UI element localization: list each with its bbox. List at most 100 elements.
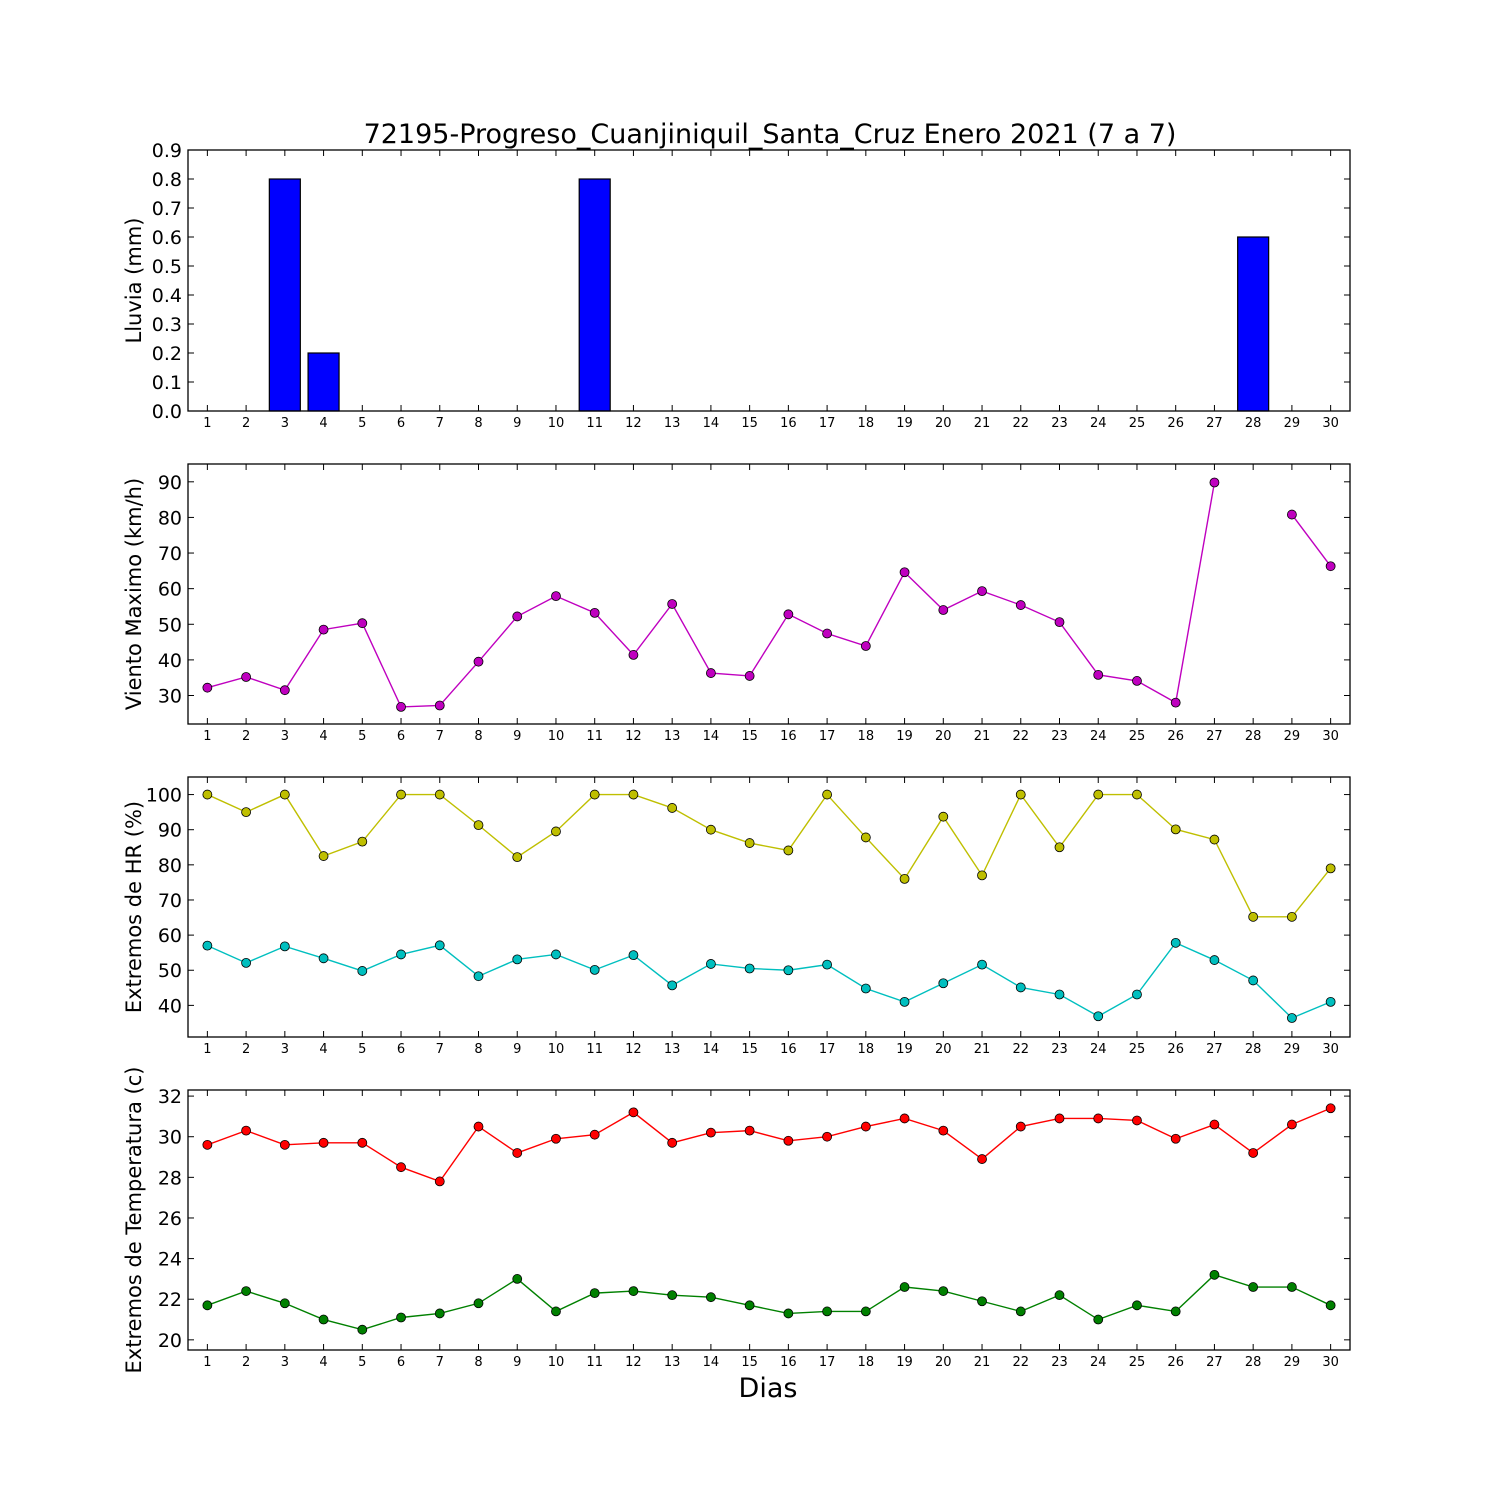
data-point: [899, 873, 910, 884]
x-tick-label: 23: [1051, 729, 1068, 744]
x-tick-label: 5: [358, 1042, 366, 1057]
data-point: [977, 959, 987, 970]
y-tick-label: 90: [158, 472, 182, 494]
data-point: [1132, 676, 1142, 686]
data-point: [473, 971, 484, 982]
x-tick-label: 20: [935, 1355, 952, 1370]
y-tick-label: 0.9: [152, 140, 182, 162]
y-tick-label: 70: [158, 543, 182, 565]
data-point: [899, 567, 910, 578]
y-tick-label: 30: [158, 686, 182, 708]
plot-frame: [187, 1089, 1351, 1351]
x-tick-label: 13: [664, 1355, 681, 1370]
x-tick-label: 8: [474, 1042, 482, 1057]
y-tick-label: 40: [158, 650, 182, 672]
data-point: [1054, 989, 1065, 1000]
x-tick-label: 7: [436, 416, 444, 431]
data-point: [977, 1296, 987, 1307]
x-tick-label: 27: [1206, 1042, 1223, 1057]
x-tick-label: 29: [1284, 1042, 1301, 1057]
x-tick-label: 18: [858, 1355, 875, 1370]
data-point: [512, 1148, 523, 1158]
data-point: [1209, 1119, 1220, 1130]
data-point: [202, 682, 213, 693]
series-line: [207, 793, 1332, 918]
x-tick-label: 5: [358, 416, 366, 431]
plot-frame: [187, 149, 1351, 412]
x-tick-label: 26: [1167, 1042, 1184, 1057]
x-tick-label: 20: [935, 1042, 952, 1057]
x-tick-label: 27: [1206, 729, 1223, 744]
x-tick-label: 30: [1322, 1355, 1339, 1370]
data-point: [744, 838, 755, 848]
data-point: [396, 702, 406, 712]
data-point: [977, 586, 987, 597]
x-tick-label: 4: [319, 1355, 327, 1370]
rain-bar: [268, 178, 301, 412]
series-line: [207, 1107, 1331, 1183]
data-point: [434, 700, 445, 711]
x-tick-label: 19: [896, 1355, 913, 1370]
x-tick-label: 21: [974, 416, 991, 431]
x-tick-label: 21: [974, 1042, 991, 1057]
data-point: [1015, 600, 1026, 610]
data-point: [1325, 996, 1336, 1007]
y-axis-label: Lluvia (mm): [122, 218, 146, 344]
x-tick-label: 11: [586, 729, 603, 744]
data-point: [977, 1154, 987, 1164]
data-point: [822, 628, 832, 639]
data-point: [1287, 509, 1297, 520]
data-point: [1093, 669, 1104, 680]
data-point: [706, 1292, 716, 1303]
x-tick-label: 6: [397, 1355, 405, 1370]
x-tick-label: 6: [397, 729, 405, 744]
x-tick-label: 21: [974, 729, 991, 744]
data-point: [241, 1125, 252, 1136]
data-point: [473, 1298, 484, 1309]
x-tick-label: 27: [1206, 1355, 1223, 1370]
y-axis-label: Extremos de Temperatura (c): [122, 1067, 146, 1374]
data-point: [279, 789, 290, 800]
data-point: [977, 870, 987, 881]
data-point: [899, 1282, 910, 1292]
data-point: [1325, 1103, 1336, 1114]
x-tick-label: 8: [474, 1355, 482, 1370]
x-tick-label: 25: [1129, 729, 1146, 744]
x-tick-label: 23: [1051, 416, 1068, 431]
data-point: [1054, 1290, 1065, 1301]
y-tick-label: 40: [158, 995, 182, 1017]
y-tick-label: 60: [158, 925, 182, 947]
data-point: [783, 845, 794, 856]
x-tick-label: 26: [1167, 416, 1184, 431]
data-point: [783, 1308, 794, 1319]
x-tick-label: 9: [513, 729, 521, 744]
y-tick-label: 90: [158, 820, 182, 842]
y-tick-label: 0.8: [152, 169, 182, 191]
x-tick-label: 25: [1129, 1355, 1146, 1370]
x-tick-label: 22: [1012, 416, 1029, 431]
y-tick-label: 0.5: [152, 256, 182, 278]
x-tick-label: 9: [513, 1042, 521, 1057]
data-point: [357, 966, 368, 976]
data-point: [667, 980, 678, 991]
data-point: [1132, 789, 1142, 800]
x-tick-label: 19: [896, 729, 913, 744]
y-tick-label: 50: [158, 960, 182, 982]
data-point: [589, 789, 600, 800]
x-tick-label: 9: [513, 1355, 521, 1370]
data-point: [396, 789, 406, 800]
x-tick-label: 18: [858, 1042, 875, 1057]
x-tick-label: 24: [1090, 416, 1107, 431]
data-point: [357, 1137, 368, 1148]
data-point: [1093, 1113, 1104, 1124]
x-tick-label: 26: [1167, 1355, 1184, 1370]
data-point: [434, 1308, 445, 1319]
data-point: [1132, 989, 1142, 1000]
x-tick-label: 6: [397, 416, 405, 431]
x-tick-label: 28: [1245, 1355, 1262, 1370]
data-point: [1209, 1269, 1220, 1280]
y-tick-label: 50: [158, 614, 182, 636]
data-point: [628, 1107, 639, 1118]
